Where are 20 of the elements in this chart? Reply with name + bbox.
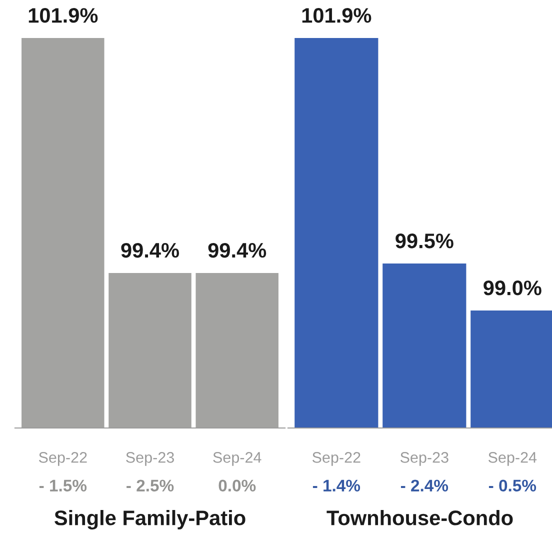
text: - 1.4%: [312, 480, 360, 492]
text: - 2.4%: [400, 480, 448, 492]
data-label: 101.9%: [28, 8, 98, 23]
x-tick-label: Sep-22: [312, 452, 360, 466]
x-tick-label: Sep-24: [213, 452, 262, 466]
x-tick-label: Sep-23: [400, 452, 448, 466]
x-axis-title: Single Family-Patio: [54, 510, 246, 530]
data-label: 99.4%: [121, 242, 179, 258]
text: - 1.5%: [39, 480, 87, 492]
x-axis-title: Townhouse-Condo: [326, 510, 513, 526]
data-label: 99.4%: [208, 242, 266, 258]
x-tick-label: Sep-22: [38, 452, 87, 466]
text: - 2.5%: [126, 480, 174, 492]
text: - 0.5%: [488, 480, 536, 492]
data-label: 99.5%: [396, 234, 454, 248]
x-tick-label: Sep-23: [126, 452, 174, 466]
data-label: 101.9%: [302, 8, 372, 23]
text: 0.0%: [218, 480, 256, 492]
data-label: 99.0%: [484, 280, 542, 296]
x-tick-label: Sep-24: [488, 452, 537, 466]
